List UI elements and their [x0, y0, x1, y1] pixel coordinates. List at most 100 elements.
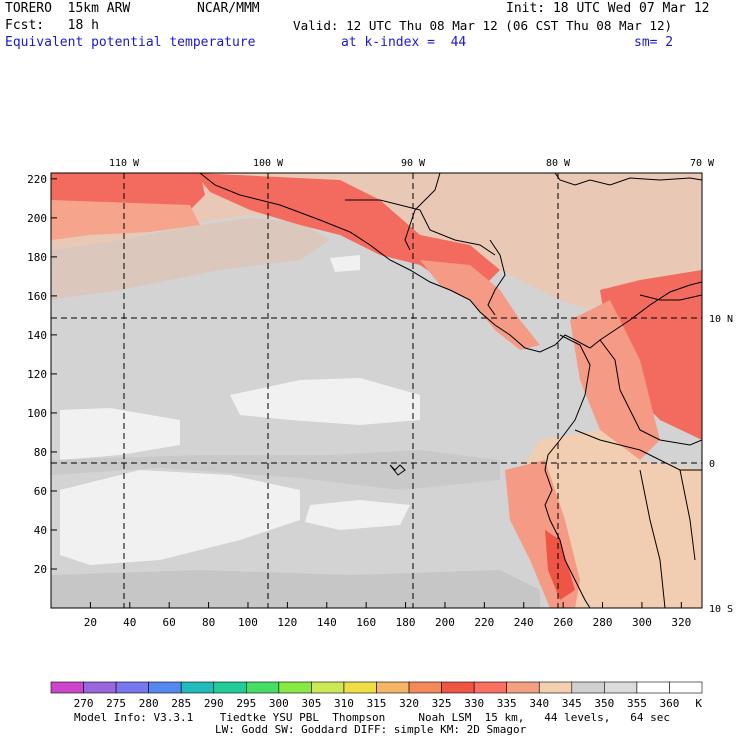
field-red-ne — [600, 270, 702, 440]
colorbar-swatch — [441, 681, 475, 694]
colorbar-swatch — [83, 681, 117, 694]
colorbar-label: 280 — [139, 697, 159, 710]
y-tick-label: 100 — [27, 407, 47, 420]
central-america-borders — [399, 204, 496, 256]
valid-time: Valid: 12 UTC Thu 08 Mar 12 (06 CST Thu … — [293, 18, 673, 33]
field-white-sw — [60, 470, 300, 565]
y-tick-label: 180 — [27, 251, 47, 264]
x-tick-label: 40 — [123, 616, 136, 629]
colorbar-label: 325 — [432, 697, 452, 710]
y-tick-label: 140 — [27, 329, 47, 342]
x-tick-label: 320 — [671, 616, 691, 629]
field-warm-band — [51, 173, 702, 330]
colorbar-label: 290 — [204, 697, 224, 710]
x-tick-label: 80 — [202, 616, 215, 629]
colorbar-label: 270 — [74, 697, 94, 710]
forecast-hour: Fcst: 18 h — [5, 18, 99, 33]
colorbar-swatch — [50, 681, 84, 694]
level-label: at k-index = 44 — [341, 35, 467, 50]
mexico-guatemala-border — [345, 199, 401, 206]
x-tick-label: 180 — [396, 616, 416, 629]
colorbar-label: 295 — [236, 697, 256, 710]
caribbean-coast — [487, 239, 506, 316]
lon-label: 90 W — [401, 158, 426, 169]
theta-e-field — [51, 173, 702, 608]
lat-label: 10 N — [709, 314, 733, 325]
colorbar-label: 310 — [334, 697, 354, 710]
colorbar-swatch — [636, 681, 670, 694]
colorbar-unit: K — [695, 697, 702, 710]
colorbar-swatch — [408, 681, 442, 694]
colorbar-label: 315 — [367, 697, 387, 710]
colorbar: 270 275 280 285 290 295 300 305 310 315 320 325 330 3… — [50, 681, 702, 710]
field-red-peru — [545, 530, 575, 600]
field-salmon-andes-north — [570, 300, 660, 460]
lon-label: 80 W — [546, 158, 571, 169]
axes: 20 40 60 80 100 120 140 160 180 200 220 240 260 280 30… — [27, 158, 733, 629]
coastlines — [199, 173, 702, 608]
y-tick-label: 60 — [34, 485, 47, 498]
plot-frame — [50, 172, 703, 609]
x-tick-label: 160 — [356, 616, 376, 629]
x-tick-label: 60 — [163, 616, 176, 629]
caribbean-islands — [554, 173, 702, 186]
x-tick-label: 200 — [435, 616, 455, 629]
y-tick-label: 40 — [34, 524, 47, 537]
x-tick-label: 140 — [317, 616, 337, 629]
colorbar-swatch — [278, 681, 312, 694]
colorbar-label: 285 — [171, 697, 191, 710]
colorbar-swatch — [473, 681, 507, 694]
colorbar-label: 300 — [269, 697, 289, 710]
field-white-w — [60, 408, 180, 460]
field-gray-band — [51, 450, 500, 490]
colorbar-label: 320 — [399, 697, 419, 710]
colorbar-swatch — [213, 681, 247, 694]
colorbar-swatch — [376, 681, 410, 694]
footer-model-info: Model Info: V3.3.1 Tiedtke YSU PBL Thomp… — [74, 711, 671, 724]
galapagos-islands — [389, 464, 406, 476]
lon-label: 100 W — [253, 158, 284, 169]
colorbar-swatch — [506, 681, 540, 694]
colorbar-swatch — [246, 681, 280, 694]
colorbar-label: 355 — [627, 697, 647, 710]
center-name: NCAR/MMM — [197, 1, 260, 16]
south-america-coast — [544, 334, 591, 608]
field-gray-bottom — [51, 570, 540, 608]
lat-label: 10 S — [709, 604, 733, 615]
footer-physics: LW: Godd SW: Goddard DIFF: simple KM: 2D… — [215, 723, 527, 736]
colorbar-label: 335 — [497, 697, 517, 710]
colorbar-label: 340 — [529, 697, 549, 710]
colorbar-label: 350 — [594, 697, 614, 710]
colombia-border — [599, 339, 702, 446]
y-tick-label: 120 — [27, 368, 47, 381]
venezuela-border — [639, 294, 702, 301]
colorbar-label: 360 — [660, 697, 680, 710]
x-tick-label: 260 — [553, 616, 573, 629]
smoothing-label: sm= 2 — [634, 35, 674, 50]
colorbar-swatch — [148, 681, 182, 694]
lat-label: 0 — [709, 459, 715, 470]
field-salmon-isthmus — [420, 260, 540, 350]
colorbar-swatch — [115, 681, 149, 694]
pacific-coast — [199, 173, 702, 353]
x-tick-label: 100 — [238, 616, 258, 629]
colorbar-label: 275 — [106, 697, 126, 710]
x-tick-label: 300 — [632, 616, 652, 629]
field-white-center — [230, 378, 420, 425]
brazil-border — [679, 469, 696, 561]
field-name: Equivalent potential temperature — [5, 35, 256, 50]
field-white-s — [305, 500, 410, 530]
colorbar-label: 330 — [464, 697, 484, 710]
x-tick-label: 280 — [593, 616, 613, 629]
y-tick-label: 20 — [34, 563, 47, 576]
colorbar-swatch — [571, 681, 605, 694]
x-tick-label: 120 — [277, 616, 297, 629]
y-tick-label: 160 — [27, 290, 47, 303]
colorbar-swatch — [604, 681, 638, 694]
colorbar-label: 305 — [301, 697, 321, 710]
ecuador-peru-border — [574, 429, 702, 471]
colorbar-label: 345 — [562, 697, 582, 710]
lon-label: 70 W — [690, 158, 715, 169]
lon-label: 110 W — [109, 158, 140, 169]
